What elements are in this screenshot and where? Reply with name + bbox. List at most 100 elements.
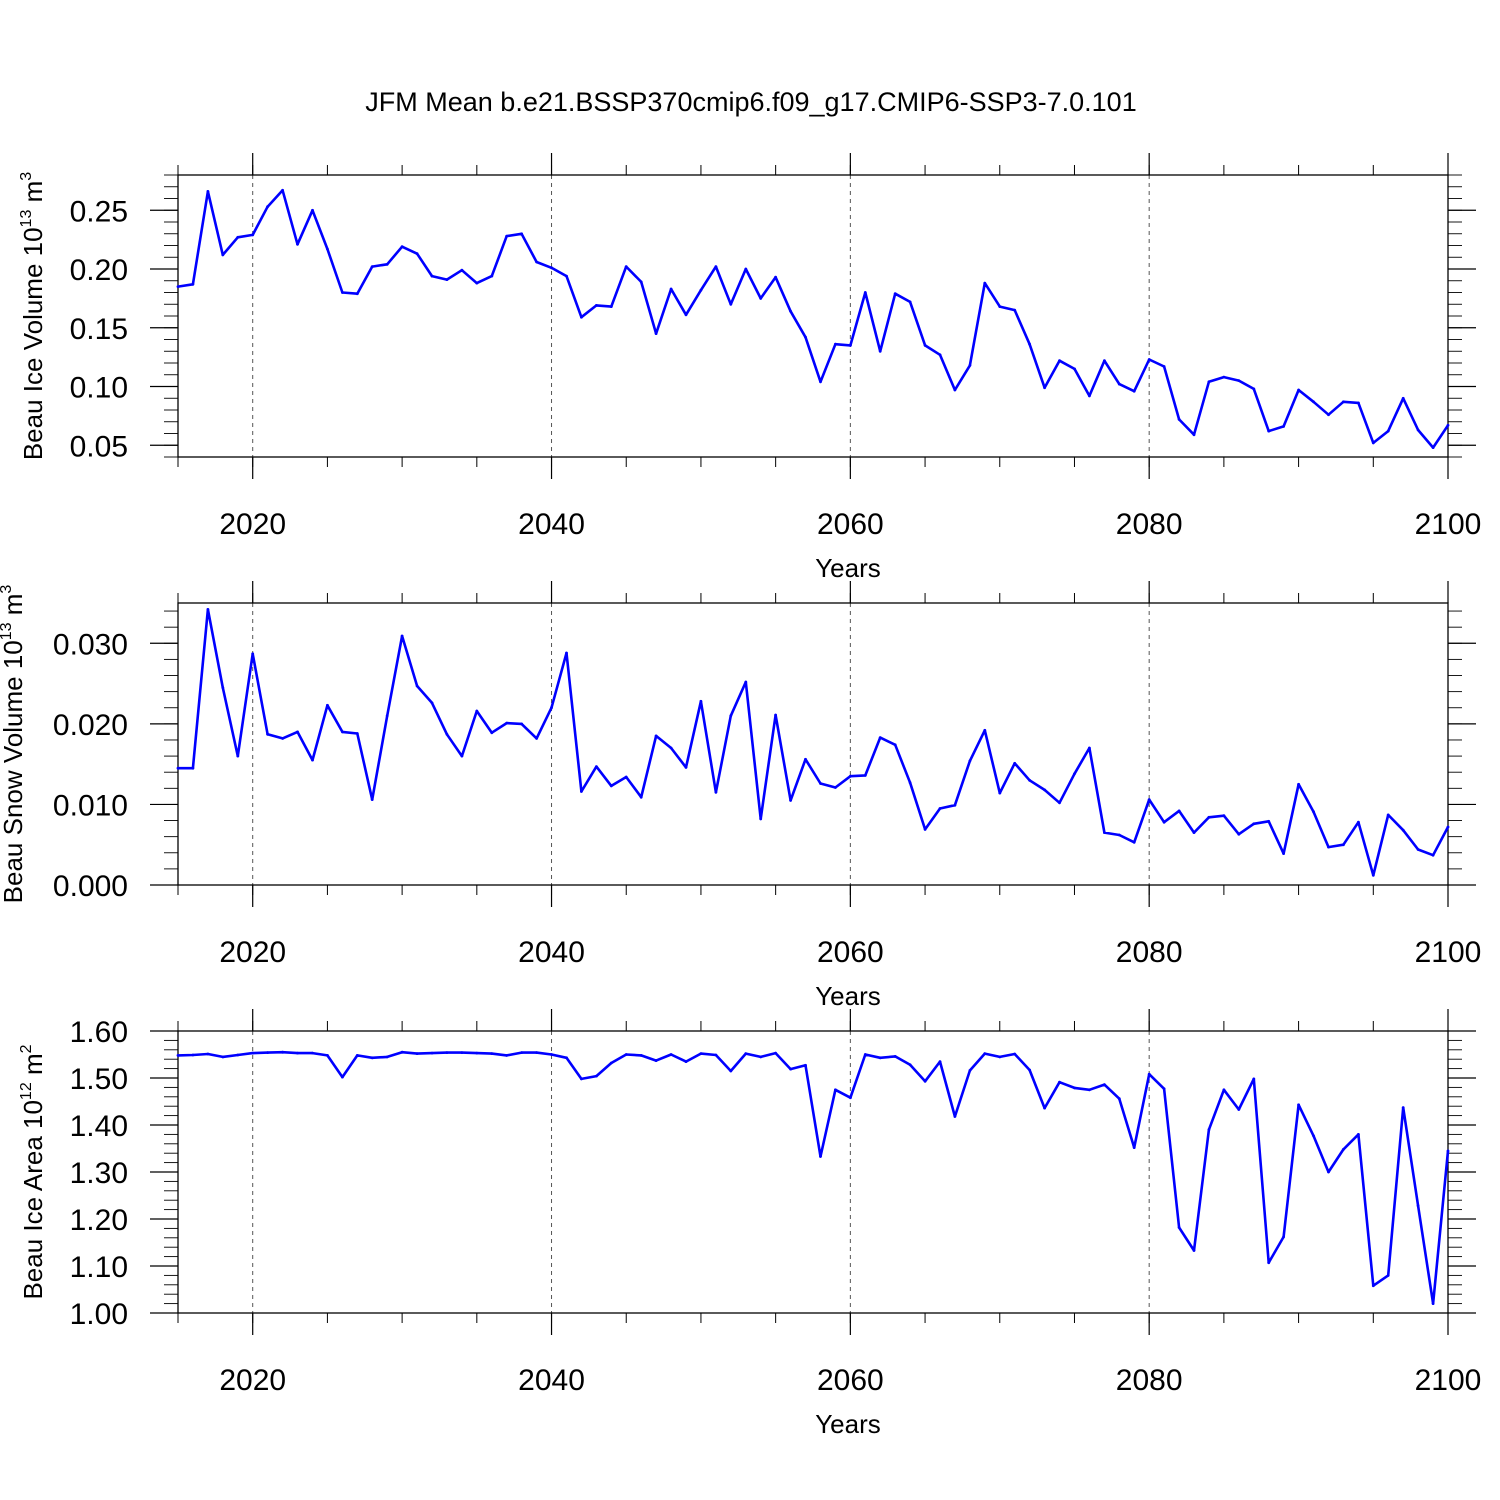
data-point (236, 235, 240, 239)
x-tick-label: 2060 (817, 936, 884, 969)
data-point (938, 807, 942, 810)
data-point (490, 1052, 494, 1055)
data-point (341, 730, 344, 734)
data-point (774, 275, 777, 279)
data-point (251, 233, 255, 237)
data-point (415, 252, 419, 256)
data-point (863, 291, 867, 294)
data-point (1327, 1170, 1330, 1174)
data-point (191, 1053, 195, 1057)
x-tick-label: 2060 (817, 508, 884, 541)
data-point (1357, 820, 1360, 824)
data-point (669, 746, 673, 750)
data-point (863, 774, 867, 777)
data-point (445, 1051, 449, 1054)
y-tick-label: 0.05 (70, 430, 128, 463)
data-point (908, 1063, 912, 1067)
data-point (1043, 1106, 1046, 1110)
data-point (744, 680, 748, 684)
data-point (236, 754, 240, 758)
data-point (819, 1155, 822, 1158)
data-point (311, 1051, 314, 1055)
data-point (475, 1051, 479, 1055)
data-point (1177, 418, 1181, 421)
data-point (535, 737, 538, 740)
data-point (804, 1063, 807, 1067)
plot-frame (177, 174, 1449, 458)
data-point (1222, 814, 1226, 818)
data-point (938, 1060, 942, 1063)
data-point (624, 775, 628, 779)
data-point (176, 766, 180, 770)
data-point (1028, 342, 1031, 346)
data-point (1132, 840, 1136, 844)
data-point (400, 1050, 404, 1054)
data-point (580, 1077, 583, 1081)
data-point (878, 349, 882, 353)
data-point (341, 291, 344, 294)
data-point (281, 188, 284, 192)
y-tick-label: 1.50 (70, 1063, 128, 1096)
data-point (281, 1050, 284, 1054)
data-point (505, 721, 509, 725)
data-point (505, 1054, 509, 1057)
data-point (191, 766, 195, 770)
data-point (520, 1051, 523, 1054)
data-point (1401, 828, 1405, 832)
data-point (908, 781, 912, 785)
data-point (550, 266, 553, 270)
data-point (1446, 1149, 1450, 1153)
y-tick-label: 1.30 (70, 1157, 128, 1190)
data-point (1327, 845, 1330, 849)
data-point (774, 713, 777, 717)
data-point (1207, 1128, 1211, 1132)
y-axis-label: Beau Snow Volume 1013 m3 (0, 585, 28, 904)
data-point (1043, 386, 1046, 390)
data-point (370, 265, 374, 268)
data-point (804, 335, 807, 339)
data-point (1088, 746, 1091, 750)
data-point (1401, 1106, 1405, 1109)
data-point (370, 798, 374, 801)
data-point (430, 1051, 434, 1055)
data-point (1132, 389, 1136, 393)
data-point (1386, 1274, 1390, 1277)
data-point (1058, 1080, 1061, 1084)
data-point (1297, 782, 1300, 786)
data-point (1013, 761, 1017, 765)
data-point (699, 699, 703, 703)
data-point (266, 1051, 269, 1054)
data-point (520, 232, 523, 236)
data-point (1312, 1134, 1315, 1138)
data-point (1416, 428, 1420, 432)
data-point (983, 728, 987, 732)
data-point (1028, 1068, 1031, 1072)
data-point (580, 790, 583, 793)
data-point (1117, 382, 1121, 386)
data-point (654, 332, 658, 335)
data-point (654, 734, 658, 738)
data-point (1446, 825, 1450, 829)
data-point (535, 1051, 538, 1054)
data-point (1103, 831, 1106, 834)
data-point (1058, 359, 1061, 363)
data-point (296, 730, 299, 734)
data-point (505, 234, 509, 238)
data-point (251, 652, 255, 656)
data-point (1386, 813, 1390, 817)
data-point (1177, 809, 1181, 813)
data-point (1431, 1302, 1435, 1305)
data-point (893, 292, 897, 296)
data-point (400, 245, 404, 249)
data-point (639, 1054, 643, 1057)
data-point (400, 634, 404, 638)
data-point (744, 1052, 748, 1055)
data-point (923, 828, 927, 831)
data-point (1207, 380, 1211, 384)
panel-3: 2020 2040 2060 2080 2100 1.00 1.10 1.20 1.30 1.40… (18, 1009, 1481, 1439)
data-point (1252, 1077, 1256, 1081)
y-tick-label: 1.40 (70, 1110, 128, 1143)
data-point (1207, 815, 1211, 819)
data-point (759, 297, 763, 300)
data-point (819, 782, 822, 785)
